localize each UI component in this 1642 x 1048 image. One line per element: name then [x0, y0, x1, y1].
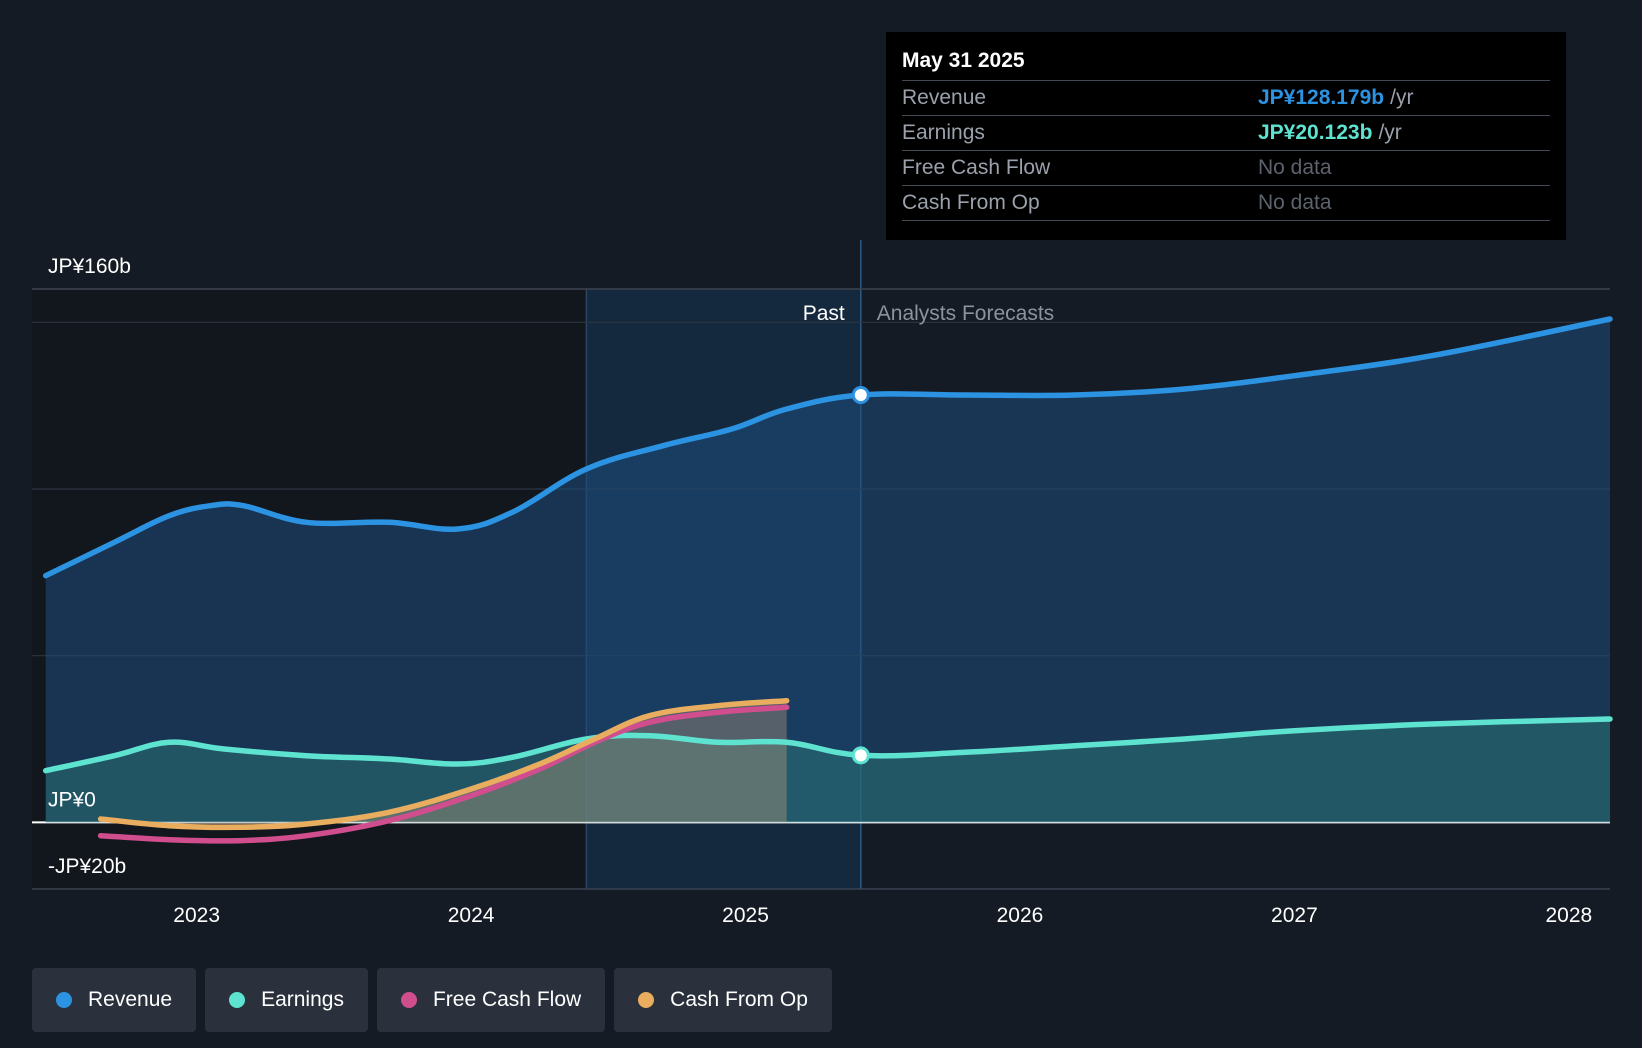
earnings-area [45, 719, 1611, 823]
free-cash-flow-dot-icon [400, 992, 417, 1008]
tooltip-value: JP¥128.179b [1258, 86, 1385, 109]
tooltip-value: JP¥20.123b [1258, 121, 1373, 144]
revenue-marker [851, 386, 870, 404]
legend: Revenue Earnings Free Cash Flow Cash Fro… [32, 968, 832, 1032]
x-tick-label: 2027 [1271, 904, 1318, 927]
tooltip: May 31 2025 Revenue JP¥128.179b /yr Earn… [886, 32, 1566, 240]
legend-item-revenue[interactable]: Revenue [32, 968, 197, 1032]
tooltip-value: No data [1258, 156, 1332, 179]
x-tick-label: 2025 [722, 904, 769, 927]
earnings-dot-icon [229, 992, 246, 1008]
forecast-label: Analysts Forecasts [877, 302, 1054, 325]
tooltip-value: No data [1258, 191, 1332, 214]
x-tick-label: 2026 [997, 904, 1044, 927]
y-tick-label: JP¥0 [48, 788, 96, 811]
revenue-area [45, 319, 1611, 823]
revenue-dot-icon [56, 992, 72, 1008]
tooltip-unit: /yr [1378, 121, 1402, 144]
tooltip-label: Earnings [902, 121, 985, 144]
x-tick-label: 2024 [448, 904, 495, 927]
legend-label: Earnings [261, 988, 344, 1011]
tooltip-date: May 31 2025 [902, 46, 1550, 81]
legend-label: Free Cash Flow [432, 988, 582, 1011]
tooltip-label: Revenue [902, 86, 987, 109]
legend-item-earnings[interactable]: Earnings [205, 968, 368, 1032]
tooltip-label: Cash From Op [902, 191, 1040, 214]
revenue-line [42, 316, 1613, 579]
tooltip-row-earnings: Earnings JP¥20.123b /yr [902, 116, 1550, 151]
tooltip-label: Free Cash Flow [902, 156, 1051, 179]
legend-item-cash-from-op[interactable]: Cash From Op [614, 968, 832, 1032]
legend-label: Revenue [88, 988, 173, 1011]
cash-from-op-dot-icon [638, 992, 655, 1008]
legend-item-free-cash-flow[interactable]: Free Cash Flow [376, 968, 606, 1032]
legend-label: Cash From Op [670, 988, 808, 1011]
x-tick-label: 2023 [173, 904, 220, 927]
cfo-line [97, 697, 790, 831]
earnings-line [42, 716, 1613, 774]
earnings-marker [851, 746, 870, 765]
y-tick-label: -JP¥20b [48, 855, 126, 878]
fcf-line [97, 704, 790, 844]
past-label: Past [803, 302, 845, 325]
tooltip-row-free-cash-flow: Free Cash Flow No data [902, 151, 1550, 186]
tooltip-row-revenue: Revenue JP¥128.179b /yr [902, 81, 1550, 116]
tooltip-unit: /yr [1390, 86, 1414, 109]
x-tick-label: 2028 [1545, 904, 1592, 927]
tooltip-row-cash-from-op: Cash From Op No data [902, 186, 1550, 221]
y-tick-label: JP¥160b [48, 255, 131, 278]
